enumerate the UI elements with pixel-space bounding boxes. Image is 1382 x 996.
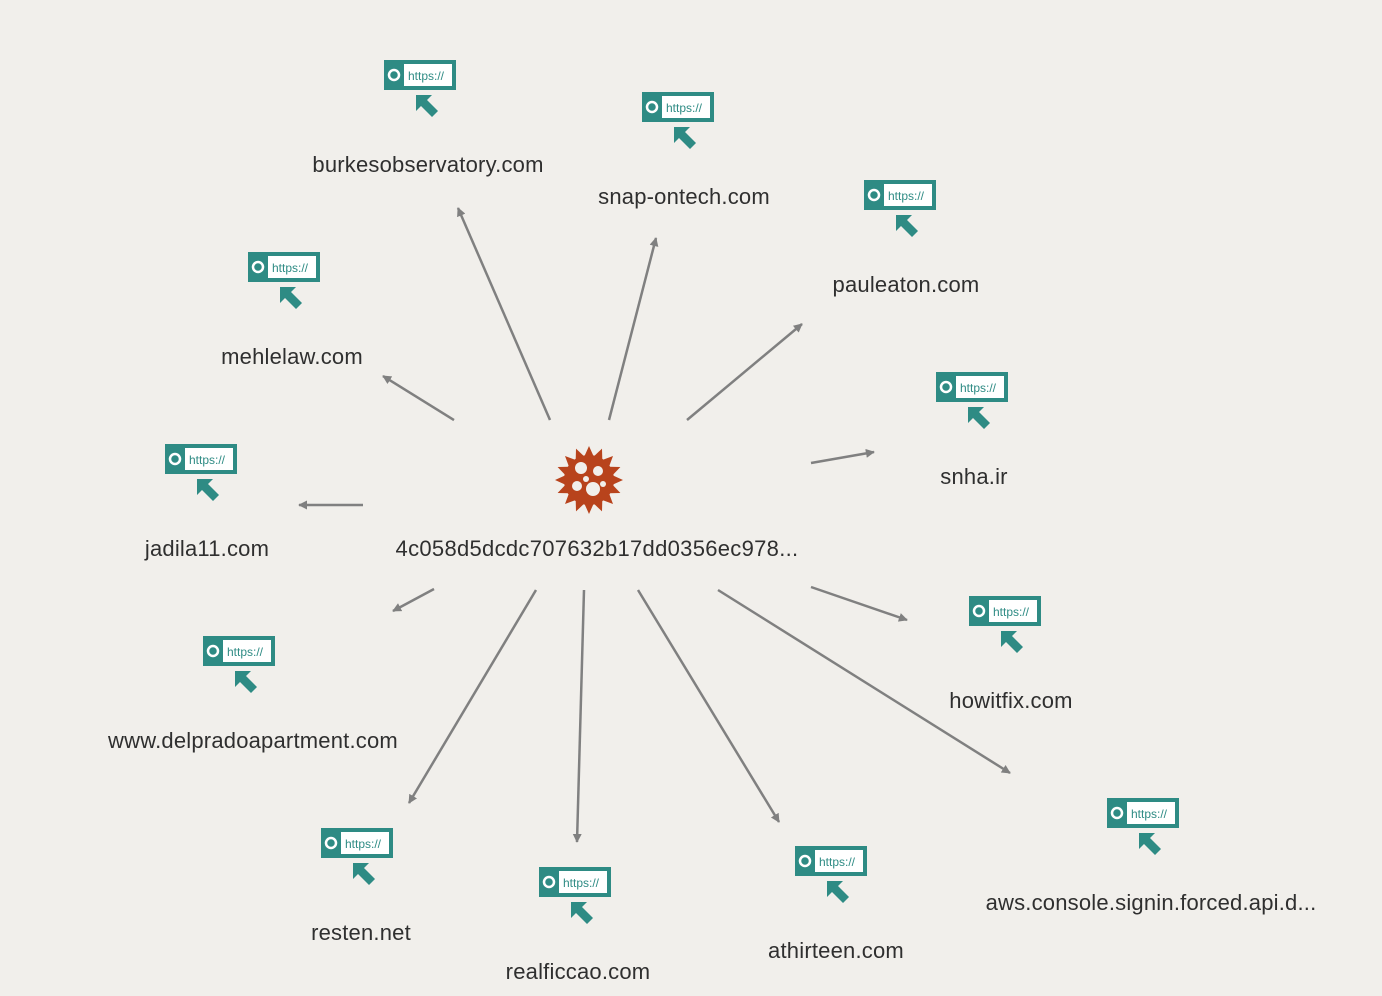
https-badge-text: https://: [408, 69, 445, 83]
malware-virus-icon[interactable]: [553, 444, 625, 516]
url-link-icon[interactable]: https://: [165, 444, 237, 506]
edge-arrow-snha: [810, 448, 875, 465]
url-node-label: snha.ir: [940, 464, 1008, 489]
url-node-label: athirteen.com: [768, 938, 904, 963]
url-node-label: snap-ontech.com: [598, 184, 770, 209]
url-link-icon[interactable]: https://: [795, 846, 867, 908]
url-node-label: www.delpradoapartment.com: [108, 728, 398, 753]
url-link-icon[interactable]: https://: [321, 828, 393, 890]
url-node-label: mehlelaw.com: [221, 344, 363, 369]
url-link-icon[interactable]: https://: [1107, 798, 1179, 860]
url-link-icon[interactable]: https://: [384, 60, 456, 122]
https-badge-text: https://: [189, 453, 226, 467]
edge-arrow-aws-console: [717, 588, 1011, 775]
https-badge-text: https://: [1131, 807, 1168, 821]
url-link-icon[interactable]: https://: [539, 867, 611, 929]
center-node-label: 4c058d5dcdc707632b17dd0356ec978...: [395, 536, 799, 561]
url-node-label: resten.net: [311, 920, 411, 945]
url-link-icon[interactable]: https://: [203, 636, 275, 698]
url-node-label: realficcao.com: [505, 959, 651, 984]
edge-arrow-snap-ontech: [607, 237, 659, 421]
url-node-label: howitfix.com: [949, 688, 1073, 713]
https-badge-text: https://: [819, 855, 856, 869]
https-badge-text: https://: [272, 261, 309, 275]
https-badge-text: https://: [960, 381, 997, 395]
edge-arrow-howitfix: [810, 585, 908, 622]
url-node-label: pauleaton.com: [832, 272, 980, 297]
https-badge-text: https://: [666, 101, 703, 115]
url-link-icon[interactable]: https://: [936, 372, 1008, 434]
edge-arrow-pauleaton: [686, 323, 803, 421]
https-badge-text: https://: [888, 189, 925, 203]
url-link-icon[interactable]: https://: [642, 92, 714, 154]
url-link-icon[interactable]: https://: [248, 252, 320, 314]
edge-arrow-athirteen: [636, 589, 781, 823]
edge-arrow-realficcao: [572, 589, 586, 843]
https-badge-text: https://: [563, 876, 600, 890]
edge-arrow-burkesobservatory: [456, 207, 552, 421]
https-badge-text: https://: [345, 837, 382, 851]
url-node-label: aws.console.signin.forced.api.d...: [985, 890, 1317, 915]
https-badge-text: https://: [227, 645, 264, 659]
edge-arrow-delpradoapartment: [392, 587, 435, 613]
url-link-icon[interactable]: https://: [864, 180, 936, 242]
edge-arrow-resten: [407, 589, 538, 804]
url-link-icon[interactable]: https://: [969, 596, 1041, 658]
url-node-label: burkesobservatory.com: [312, 152, 544, 177]
url-node-label: jadila11.com: [144, 536, 270, 561]
edge-arrow-mehlelaw: [382, 374, 455, 422]
https-badge-text: https://: [993, 605, 1030, 619]
